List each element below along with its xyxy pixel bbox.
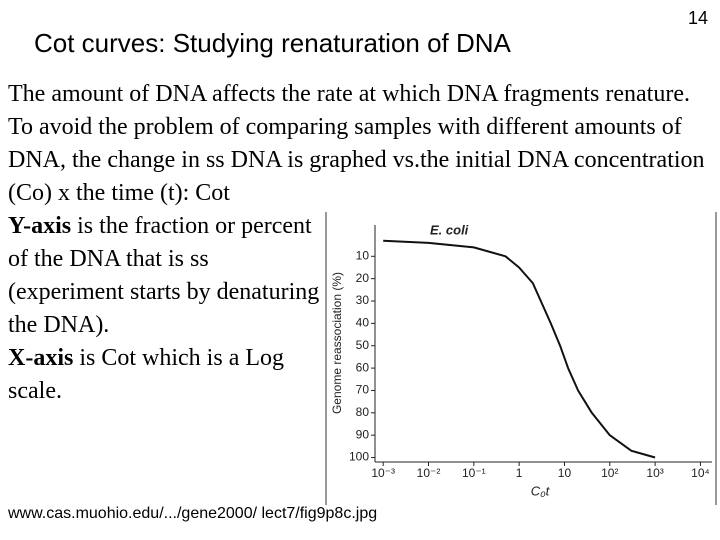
y-axis-text: is the fraction or percent of the DNA th… bbox=[8, 213, 320, 338]
curve bbox=[383, 239, 656, 459]
y-tick-label: 60 bbox=[356, 360, 370, 374]
x-tick-label: 10³ bbox=[646, 466, 663, 480]
x-tick-label: 1 bbox=[516, 466, 523, 480]
x-axis-label: C₀t bbox=[531, 483, 551, 498]
y-tick-label: 50 bbox=[356, 338, 370, 352]
page-number: 14 bbox=[688, 8, 709, 28]
intro-text: The amount of DNA affects the rate at wh… bbox=[8, 81, 705, 206]
x-tick-label: 10⁴ bbox=[691, 466, 710, 480]
y-tick-label: 40 bbox=[356, 316, 370, 330]
y-tick-label: 30 bbox=[356, 293, 370, 307]
y-tick-label: 20 bbox=[356, 271, 370, 285]
y-axis-term: Y-axis bbox=[8, 213, 72, 239]
y-axis-label: Genome reassociation (%) bbox=[330, 272, 344, 414]
x-tick-label: 10⁻¹ bbox=[462, 466, 486, 480]
y-tick-label: 80 bbox=[356, 405, 370, 419]
slide-title: Cot curves: Studying renaturation of DNA bbox=[34, 28, 511, 58]
x-tick-label: 10⁻³ bbox=[371, 466, 395, 480]
x-tick-label: 10⁻² bbox=[417, 466, 441, 480]
x-tick-label: 10² bbox=[601, 466, 618, 480]
y-tick-label: 90 bbox=[356, 427, 370, 441]
x-axis-text: is Cot which is a Log scale. bbox=[8, 345, 284, 404]
x-tick-label: 10 bbox=[558, 466, 572, 480]
source: www.cas.muohio.edu/.../gene2000/ lect7/f… bbox=[8, 505, 378, 522]
y-tick-label: 10 bbox=[356, 248, 370, 262]
axis-notes: Y-axis is the fraction or percent of the… bbox=[8, 210, 326, 408]
annotation: E. coli bbox=[430, 222, 469, 237]
chart-bg bbox=[322, 210, 720, 505]
y-tick-label: 100 bbox=[349, 450, 369, 464]
y-tick-label: 70 bbox=[356, 383, 370, 397]
x-axis-term: X-axis bbox=[8, 345, 74, 371]
